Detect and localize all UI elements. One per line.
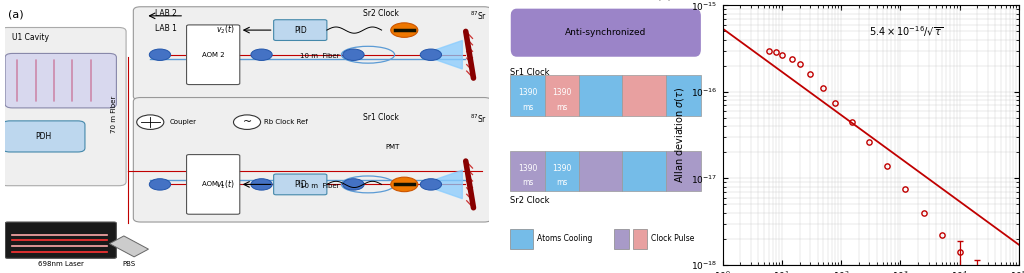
FancyBboxPatch shape <box>579 151 623 191</box>
Text: Sr1 Clock: Sr1 Clock <box>510 68 550 77</box>
Text: PID: PID <box>294 180 306 189</box>
Circle shape <box>150 49 171 60</box>
Circle shape <box>233 115 260 129</box>
Polygon shape <box>421 40 463 69</box>
Text: (a): (a) <box>7 9 24 19</box>
FancyBboxPatch shape <box>133 97 492 222</box>
FancyBboxPatch shape <box>3 121 85 152</box>
Text: ms: ms <box>522 103 534 112</box>
FancyBboxPatch shape <box>666 75 701 116</box>
Text: $^{87}$Sr: $^{87}$Sr <box>470 113 486 126</box>
Text: ms: ms <box>556 103 567 112</box>
FancyBboxPatch shape <box>186 155 240 214</box>
FancyBboxPatch shape <box>133 7 492 100</box>
Text: Sr1 Clock: Sr1 Clock <box>364 113 399 122</box>
Circle shape <box>251 179 272 190</box>
Text: Sr2 Clock: Sr2 Clock <box>364 9 399 18</box>
Bar <box>110 236 148 257</box>
Text: LAB 1: LAB 1 <box>155 23 177 32</box>
Text: 10 m  Fiber: 10 m Fiber <box>300 53 340 59</box>
Text: 1390: 1390 <box>518 88 538 97</box>
Text: 698nm Laser: 698nm Laser <box>38 261 84 267</box>
Text: U1 Cavity: U1 Cavity <box>12 33 49 42</box>
Text: 1390: 1390 <box>552 88 571 97</box>
Text: ms: ms <box>556 178 567 187</box>
Text: PID: PID <box>294 26 306 35</box>
Text: LAB 2: LAB 2 <box>155 9 177 18</box>
FancyBboxPatch shape <box>511 9 700 56</box>
Text: Sr2 Clock: Sr2 Clock <box>510 196 550 205</box>
Y-axis label: Allan deviation $\sigma(\tau)$: Allan deviation $\sigma(\tau)$ <box>673 87 686 183</box>
Circle shape <box>420 179 441 190</box>
Text: Anti-synchronized: Anti-synchronized <box>565 28 646 37</box>
Circle shape <box>391 23 418 37</box>
Circle shape <box>420 49 441 60</box>
Text: PDH: PDH <box>36 132 52 141</box>
Text: AOM 2: AOM 2 <box>202 52 224 58</box>
Circle shape <box>251 49 272 60</box>
Text: $v_1(t)$: $v_1(t)$ <box>216 178 234 191</box>
Circle shape <box>343 49 365 60</box>
FancyBboxPatch shape <box>623 75 666 116</box>
Circle shape <box>150 179 171 190</box>
Text: 1390: 1390 <box>552 164 571 173</box>
FancyBboxPatch shape <box>666 151 701 191</box>
Text: ~: ~ <box>243 117 252 127</box>
Text: $v_2(t)$: $v_2(t)$ <box>216 24 234 36</box>
Text: 70 m Fiber: 70 m Fiber <box>111 96 117 133</box>
Polygon shape <box>421 170 463 199</box>
FancyBboxPatch shape <box>0 28 126 186</box>
Text: 1390: 1390 <box>518 164 538 173</box>
Text: PMT: PMT <box>385 144 399 150</box>
Text: 10 m  Fiber: 10 m Fiber <box>300 183 340 189</box>
Text: $^{87}$Sr: $^{87}$Sr <box>470 9 486 22</box>
Text: Coupler: Coupler <box>170 119 197 125</box>
Text: Atoms Cooling: Atoms Cooling <box>538 235 593 243</box>
FancyBboxPatch shape <box>623 151 666 191</box>
FancyBboxPatch shape <box>545 75 579 116</box>
FancyBboxPatch shape <box>633 229 647 249</box>
FancyBboxPatch shape <box>273 174 327 195</box>
Circle shape <box>343 179 365 190</box>
FancyBboxPatch shape <box>5 222 117 258</box>
Text: (b): (b) <box>510 11 526 21</box>
FancyBboxPatch shape <box>186 25 240 85</box>
Text: Rb Clock Ref: Rb Clock Ref <box>264 119 308 125</box>
Circle shape <box>137 115 164 129</box>
Text: ms: ms <box>522 178 534 187</box>
FancyBboxPatch shape <box>510 229 534 249</box>
Text: $5.4\times10^{-16}/\sqrt{\tau}$: $5.4\times10^{-16}/\sqrt{\tau}$ <box>869 24 944 39</box>
FancyBboxPatch shape <box>545 151 579 191</box>
FancyBboxPatch shape <box>5 54 117 108</box>
FancyBboxPatch shape <box>579 75 623 116</box>
Text: AOM 1: AOM 1 <box>202 182 224 187</box>
Text: Clock Pulse: Clock Pulse <box>651 235 695 243</box>
FancyBboxPatch shape <box>510 151 545 191</box>
FancyBboxPatch shape <box>510 75 545 116</box>
Text: PBS: PBS <box>122 261 135 267</box>
FancyBboxPatch shape <box>273 20 327 40</box>
Circle shape <box>391 177 418 192</box>
FancyBboxPatch shape <box>614 229 629 249</box>
